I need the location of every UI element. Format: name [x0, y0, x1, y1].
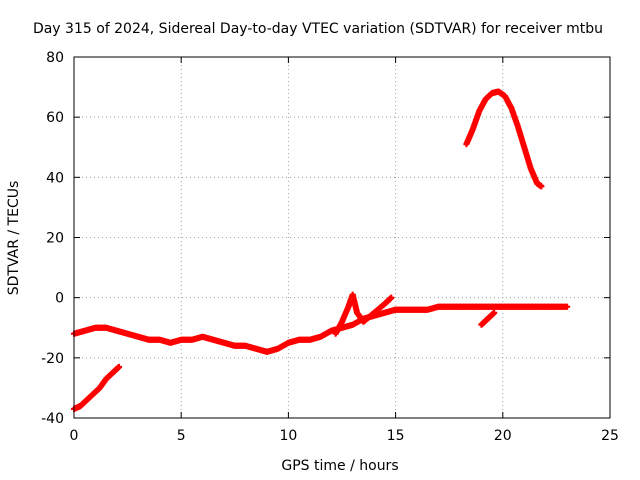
x-tick-label: 25: [601, 428, 619, 444]
series-3: [463, 88, 545, 190]
y-tick-label: 60: [46, 110, 64, 126]
data-point: [116, 363, 123, 370]
grid: [74, 57, 610, 418]
x-tick-label: 10: [279, 428, 297, 444]
data-point: [388, 294, 395, 301]
x-tick-label: 5: [177, 428, 186, 444]
chart-title: Day 315 of 2024, Sidereal Day-to-day VTE…: [33, 21, 603, 37]
series-1: [332, 291, 395, 337]
series-4: [478, 309, 498, 328]
axis-ticks: 0 5 10 15 20 25 -40 -20 0 20 40 60 80: [41, 50, 619, 444]
series-0: [71, 303, 571, 355]
data-point: [538, 183, 545, 190]
y-tick-label: -20: [41, 351, 64, 367]
x-axis-label: GPS time / hours: [281, 458, 398, 474]
x-tick-label: 15: [387, 428, 405, 444]
y-tick-label: 80: [46, 50, 64, 66]
data-point: [491, 309, 498, 316]
y-axis-label: SDTVAR / TECUs: [6, 181, 22, 296]
y-tick-label: 40: [46, 170, 64, 186]
y-tick-label: 0: [55, 291, 64, 307]
y-tick-label: -40: [41, 411, 64, 427]
x-tick-label: 20: [494, 428, 512, 444]
data-points: [71, 88, 571, 412]
x-tick-label: 0: [70, 428, 79, 444]
series-2: [71, 363, 123, 412]
y-tick-label: 20: [46, 231, 64, 247]
data-point: [564, 303, 571, 310]
